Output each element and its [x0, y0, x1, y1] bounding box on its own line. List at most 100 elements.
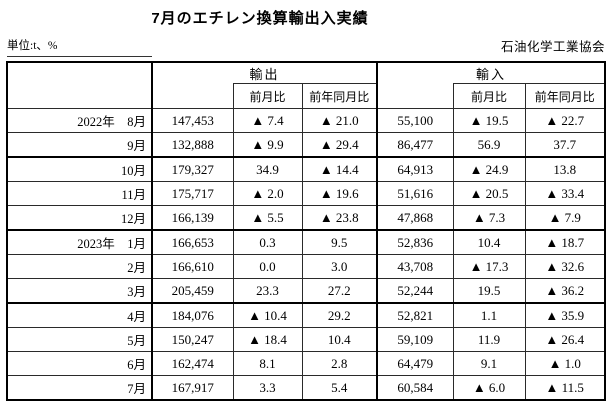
- cell-import-yoy: ▲ 7.9: [524, 205, 606, 231]
- export-value-empty-header: [151, 83, 234, 109]
- cell-month-label: 2月: [6, 254, 153, 279]
- cell-export-mom: 8.1: [232, 351, 303, 376]
- cell-export-yoy: 29.2: [301, 302, 378, 328]
- cell-month-label: 6月: [6, 351, 153, 376]
- cell-import-value: 52,836: [376, 229, 454, 255]
- cell-import-mom: ▲ 7.3: [452, 205, 526, 231]
- cell-export-yoy: 10.4: [301, 327, 378, 352]
- cell-import-mom: ▲ 19.5: [452, 108, 526, 133]
- cell-month-label: 3月: [6, 278, 153, 304]
- cell-import-value: 47,868: [376, 205, 454, 231]
- cell-export-mom: 3.3: [232, 375, 303, 401]
- cell-import-yoy: ▲ 1.0: [524, 351, 606, 376]
- page-title: 7月のエチレン換算輸出入実績: [151, 10, 369, 27]
- cell-export-value: 179,327: [151, 156, 234, 182]
- source-label: 石油化学工業協会: [500, 40, 605, 54]
- cell-import-value: 55,100: [376, 108, 454, 133]
- cell-export-mom: 0.0: [232, 254, 303, 279]
- cell-export-mom: 23.3: [232, 278, 303, 304]
- table-body: 2022年 8月 147,453 ▲ 7.4 ▲ 21.0 55,100 ▲ 1…: [6, 108, 606, 401]
- table-row: 2023年 1月 166,653 0.3 9.5 52,836 10.4 ▲ 1…: [6, 229, 606, 255]
- cell-export-mom: ▲ 2.0: [232, 181, 303, 206]
- cell-export-value: 150,247: [151, 327, 234, 352]
- cell-month-label: 7月: [6, 375, 153, 401]
- cell-export-mom: ▲ 7.4: [232, 108, 303, 133]
- export-mom-header: 前月比: [232, 83, 303, 109]
- cell-import-value: 86,477: [376, 132, 454, 158]
- cell-export-value: 147,453: [151, 108, 234, 133]
- cell-export-yoy: ▲ 14.4: [301, 156, 378, 182]
- sub-header-row: 前月比 前年同月比 前月比 前年同月比: [7, 83, 606, 109]
- cell-import-mom: ▲ 24.9: [452, 156, 526, 182]
- cell-import-yoy: ▲ 35.9: [524, 302, 606, 328]
- cell-import-yoy: 37.7: [524, 132, 606, 158]
- cell-export-yoy: 27.2: [301, 278, 378, 304]
- cell-month-label: 10月: [6, 156, 153, 182]
- cell-month-label: 5月: [6, 327, 153, 352]
- import-section-header: 輸入: [376, 61, 606, 84]
- cell-import-yoy: ▲ 11.5: [524, 375, 606, 401]
- cell-import-yoy: ▲ 36.2: [524, 278, 606, 304]
- cell-export-mom: ▲ 5.5: [232, 205, 303, 231]
- table-row: 6月 162,474 8.1 2.8 64,479 9.1 ▲ 1.0: [6, 351, 606, 376]
- cell-import-mom: 1.1: [452, 302, 526, 328]
- cell-import-yoy: 13.8: [524, 156, 606, 182]
- cell-import-value: 52,244: [376, 278, 454, 304]
- table-row: 12月 166,139 ▲ 5.5 ▲ 23.8 47,868 ▲ 7.3 ▲ …: [6, 205, 606, 231]
- cell-export-yoy: 3.0: [301, 254, 378, 279]
- cell-month-label: 12月: [6, 205, 153, 231]
- cell-export-yoy: ▲ 29.4: [301, 132, 378, 158]
- cell-export-value: 166,653: [151, 229, 234, 255]
- cell-export-value: 166,139: [151, 205, 234, 231]
- cell-import-value: 43,708: [376, 254, 454, 279]
- cell-export-yoy: ▲ 23.8: [301, 205, 378, 231]
- cell-month-label: 4月: [6, 302, 153, 328]
- table-row: 9月 132,888 ▲ 9.9 ▲ 29.4 86,477 56.9 37.7: [6, 132, 606, 158]
- cell-export-value: 167,917: [151, 375, 234, 401]
- table-row: 5月 150,247 ▲ 18.4 10.4 59,109 11.9 ▲ 26.…: [6, 327, 606, 352]
- cell-import-value: 64,913: [376, 156, 454, 182]
- cell-export-value: 184,076: [151, 302, 234, 328]
- cell-import-yoy: ▲ 26.4: [524, 327, 606, 352]
- cell-import-yoy: ▲ 32.6: [524, 254, 606, 279]
- cell-import-yoy: ▲ 33.4: [524, 181, 606, 206]
- export-section-header: 輸出: [151, 61, 378, 84]
- import-yoy-header: 前年同月比: [524, 83, 606, 109]
- table-row: 2022年 8月 147,453 ▲ 7.4 ▲ 21.0 55,100 ▲ 1…: [6, 108, 606, 133]
- cell-month-label: 2022年 8月: [6, 108, 153, 133]
- cell-export-value: 132,888: [151, 132, 234, 158]
- cell-import-yoy: ▲ 22.7: [524, 108, 606, 133]
- cell-import-value: 51,616: [376, 181, 454, 206]
- cell-import-mom: ▲ 17.3: [452, 254, 526, 279]
- cell-export-yoy: ▲ 19.6: [301, 181, 378, 206]
- cell-export-yoy: ▲ 21.0: [301, 108, 378, 133]
- cell-export-yoy: 5.4: [301, 375, 378, 401]
- cell-import-mom: 11.9: [452, 327, 526, 352]
- cell-import-mom: ▲ 20.5: [452, 181, 526, 206]
- cell-export-mom: 34.9: [232, 156, 303, 182]
- cell-import-mom: 10.4: [452, 229, 526, 255]
- cell-export-value: 162,474: [151, 351, 234, 376]
- table-row: 10月 179,327 34.9 ▲ 14.4 64,913 ▲ 24.9 13…: [6, 156, 606, 182]
- cell-import-value: 60,584: [376, 375, 454, 401]
- cell-export-value: 175,717: [151, 181, 234, 206]
- cell-export-mom: 0.3: [232, 229, 303, 255]
- cell-import-yoy: ▲ 18.7: [524, 229, 606, 255]
- import-mom-header: 前月比: [452, 83, 526, 109]
- cell-import-value: 52,821: [376, 302, 454, 328]
- section-header-row: 輸出 輸入: [6, 61, 606, 109]
- cell-month-label: 11月: [6, 181, 153, 206]
- data-table: 輸出 輸入 前月比 前年同月比 前月比 前年同月比 2022年 8月 147,4…: [6, 61, 606, 401]
- table-row: 7月 167,917 3.3 5.4 60,584 ▲ 6.0 ▲ 11.5: [6, 375, 606, 401]
- cell-export-yoy: 9.5: [301, 229, 378, 255]
- cell-export-value: 205,459: [151, 278, 234, 304]
- cell-import-mom: 56.9: [452, 132, 526, 158]
- cell-import-mom: 19.5: [452, 278, 526, 304]
- table-row: 3月 205,459 23.3 27.2 52,244 19.5 ▲ 36.2: [6, 278, 606, 304]
- cell-month-label: 9月: [6, 132, 153, 158]
- unit-note: 単位:t、%: [7, 37, 152, 57]
- cell-export-yoy: 2.8: [301, 351, 378, 376]
- cell-export-mom: ▲ 9.9: [232, 132, 303, 158]
- cell-import-mom: 9.1: [452, 351, 526, 376]
